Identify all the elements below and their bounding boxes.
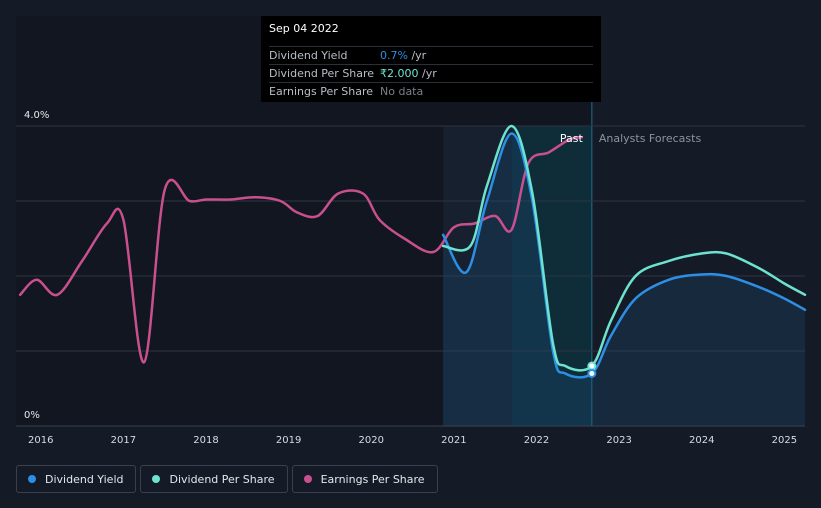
chart-tooltip: Sep 04 2022 Dividend Yield 0.7% /yr Divi… <box>261 16 601 102</box>
chart-ticks: 2016 2017 2018 2019 2020 2021 2022 2023 2024 2025 <box>28 435 797 446</box>
tooltip-label: Dividend Per Share <box>269 67 375 80</box>
legend-dot-icon <box>152 475 161 483</box>
x-tick-label: 2018 <box>193 435 218 446</box>
x-tick-label: 2019 <box>276 435 301 446</box>
x-tick-label: 2016 <box>28 435 53 446</box>
dividend-per-share-marker <box>587 361 597 371</box>
legend-label: Dividend Yield <box>45 472 124 486</box>
tooltip-label: Earnings Per Share <box>269 85 374 98</box>
legend-dividend-per-share[interactable]: Dividend Per Share <box>140 465 288 493</box>
past-section-label: Past <box>560 132 584 145</box>
tooltip-value: ₹2.000 <box>380 67 419 80</box>
earnings-per-share-line <box>18 136 584 364</box>
dividend-yield-marker <box>587 369 597 378</box>
x-tick-label: 2025 <box>772 435 797 446</box>
x-tick-label: 2024 <box>689 435 714 446</box>
x-tick-label: 2022 <box>524 435 549 446</box>
chart-series <box>18 124 807 426</box>
chart-labels: 4.0% 0% Past Analysts Forecasts <box>24 110 701 421</box>
x-tick-label: 2020 <box>359 435 384 446</box>
legend-earnings-per-share[interactable]: Earnings Per Share <box>291 465 438 493</box>
tooltip-value: No data <box>380 85 424 98</box>
forecast-section-label: Analysts Forecasts <box>599 132 702 145</box>
tooltip-label: Dividend Yield <box>269 49 348 62</box>
legend-dot-icon <box>28 475 36 483</box>
tooltip-row-dividend-per-share: Dividend Per Share ₹2.000 /yr <box>269 64 593 82</box>
tooltip-unit: /yr <box>418 67 437 80</box>
x-tick-label: 2017 <box>111 435 136 446</box>
x-tick-label: 2021 <box>441 435 466 446</box>
y-axis-label-min: 0% <box>24 410 40 421</box>
legend-dot-icon <box>303 475 312 483</box>
tooltip-date: Sep 04 2022 <box>269 22 339 35</box>
legend-label: Dividend Per Share <box>169 472 275 486</box>
legend-dividend-yield[interactable]: Dividend Yield <box>16 465 137 493</box>
tooltip-unit: /yr <box>407 49 427 62</box>
x-tick-label: 2023 <box>606 435 631 446</box>
y-axis-label-max: 4.0% <box>24 110 49 121</box>
tooltip-row-earnings-per-share: Earnings Per Share No data <box>269 82 593 100</box>
dividend-yield-area <box>443 133 805 426</box>
legend-label: Earnings Per Share <box>320 472 425 486</box>
chart-legend: Dividend Yield Dividend Per Share Earnin… <box>16 465 442 493</box>
tooltip-value: 0.7% <box>380 49 408 62</box>
tooltip-row-dividend-yield: Dividend Yield 0.7% /yr <box>269 46 593 64</box>
